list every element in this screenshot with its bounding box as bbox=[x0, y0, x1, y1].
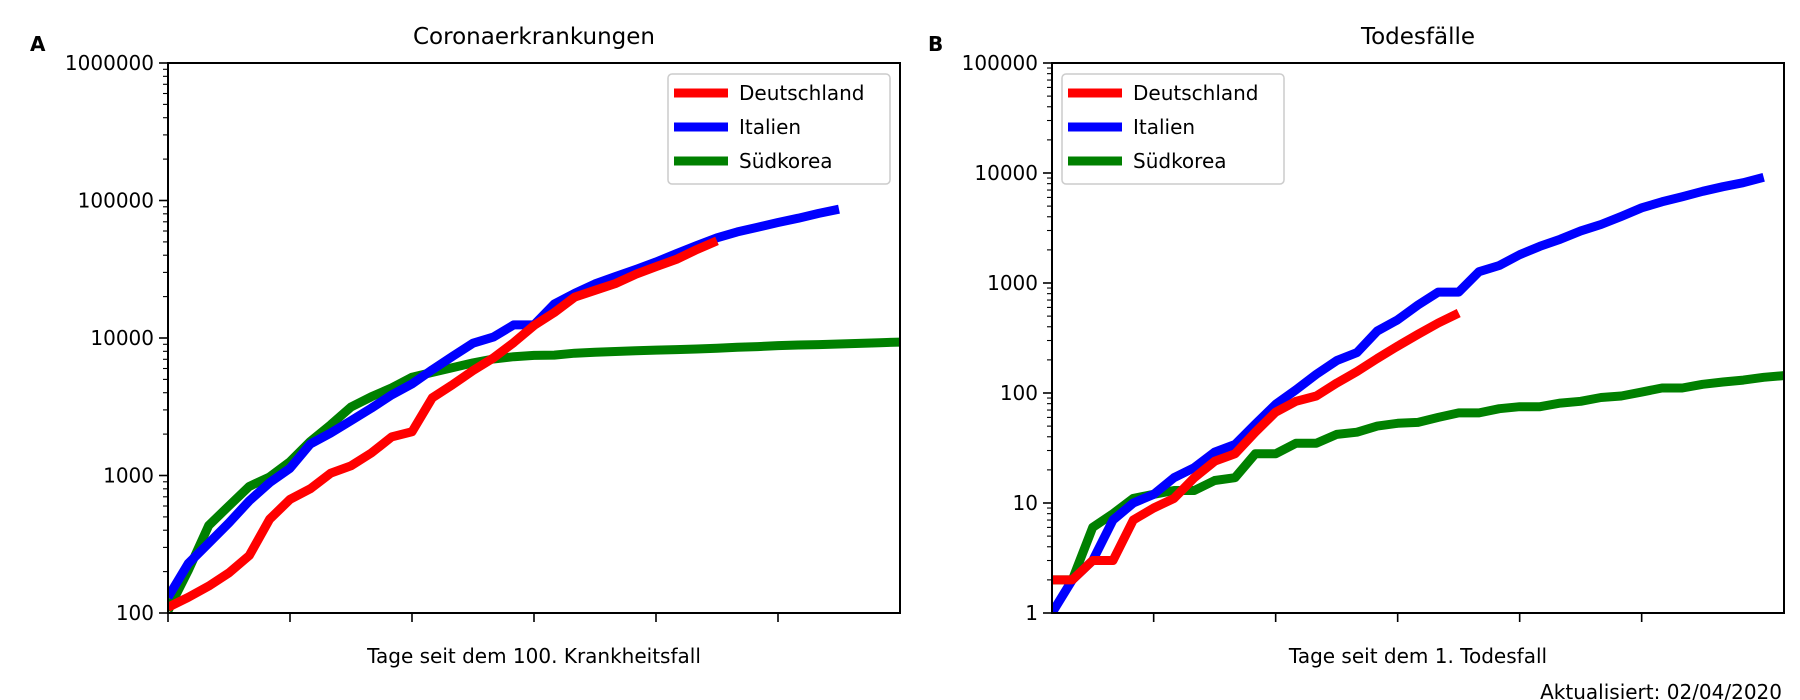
y-tick-label: 100000 bbox=[962, 51, 1038, 75]
legend-b: Deutschland Italien Südkorea bbox=[1061, 73, 1285, 185]
axes-frame-a bbox=[167, 62, 901, 614]
x-axis-label-b: Tage seit dem 1. Todesfall bbox=[1288, 644, 1547, 668]
y-tick-label: 1000 bbox=[987, 271, 1038, 295]
panel-b: B Todesfälle 1 10 100 1000 10000 100000 Tage … bbox=[928, 24, 1785, 668]
panel-letter-b: B bbox=[928, 32, 943, 56]
legend-label-suedkorea: Südkorea bbox=[739, 149, 833, 173]
x-axis-label-a: Tage seit dem 100. Krankheitsfall bbox=[366, 644, 701, 668]
y-tick-label: 1000 bbox=[103, 464, 154, 488]
series-line-italien bbox=[1052, 172, 1765, 613]
axes-frame-b bbox=[1051, 62, 1785, 614]
y-tick-label: 100 bbox=[1000, 381, 1038, 405]
y-tick-label: 10000 bbox=[90, 326, 154, 350]
legend-label-deutschland: Deutschland bbox=[739, 81, 865, 105]
y-tick-label: 10 bbox=[1013, 491, 1038, 515]
y-tick-label: 100000 bbox=[78, 189, 154, 213]
panel-a: A Coronaerkrankungen 1001000100001000001… bbox=[30, 24, 901, 668]
y-tick-label: 10000 bbox=[974, 161, 1038, 185]
y-tick-label: 1000000 bbox=[65, 51, 154, 75]
legend-label-italien: Italien bbox=[1133, 115, 1195, 139]
series-line-italien bbox=[168, 204, 840, 600]
chart-title-b: Todesfälle bbox=[1360, 24, 1475, 50]
series-line-suedkorea bbox=[1052, 371, 1784, 585]
plot-area-a: 100 1000 10000 100000 1000000 bbox=[65, 51, 900, 625]
chart-title-a: Coronaerkrankungen bbox=[413, 24, 655, 50]
legend-label-suedkorea: Südkorea bbox=[1133, 149, 1227, 173]
series-line-deutschland bbox=[168, 236, 719, 612]
plot-area-b: 1 10 100 1000 10000 100000 bbox=[962, 51, 1784, 625]
y-tick-label: 1 bbox=[1025, 601, 1038, 625]
legend-label-deutschland: Deutschland bbox=[1133, 81, 1259, 105]
legend-a: Deutschland Italien Südkorea bbox=[667, 73, 891, 185]
legend-label-italien: Italien bbox=[739, 115, 801, 139]
series-line-deutschland bbox=[1052, 309, 1461, 585]
panel-letter-a: A bbox=[30, 32, 46, 56]
updated-date-label: Aktualisiert: 02/04/2020 bbox=[1540, 680, 1782, 700]
y-tick-label: 100 bbox=[116, 601, 154, 625]
